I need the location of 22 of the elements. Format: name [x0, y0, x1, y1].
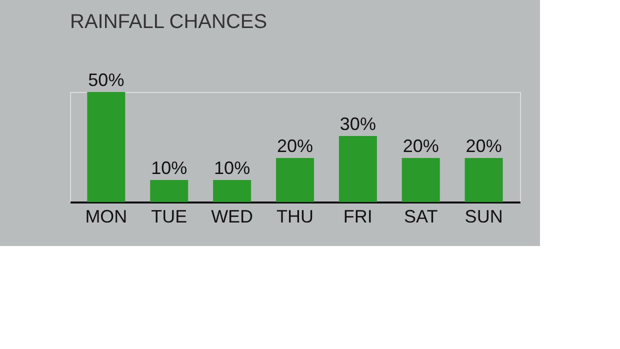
data-label: 50% — [88, 70, 124, 90]
data-label: 20% — [276, 136, 314, 156]
x-tick-label: TUE — [151, 206, 188, 226]
x-tick-label: SAT — [404, 206, 438, 226]
x-tick-label: SUN — [464, 206, 503, 226]
chart-title: RAINFALL CHANCES — [70, 11, 268, 33]
bar — [213, 180, 252, 202]
data-label: 30% — [340, 114, 376, 134]
x-tick-label: WED — [211, 206, 254, 226]
bar — [276, 158, 314, 202]
bar — [87, 92, 126, 202]
bar — [150, 180, 188, 202]
bar — [402, 158, 440, 202]
x-tick-label: THU — [276, 206, 314, 226]
x-tick-label: FRI — [343, 206, 372, 226]
data-label: 10% — [151, 158, 188, 178]
data-label: 20% — [466, 136, 502, 156]
bar — [338, 136, 377, 202]
data-label: 10% — [214, 158, 250, 178]
x-tick-label: MON — [85, 206, 128, 226]
data-label: 20% — [402, 136, 439, 156]
bar — [464, 158, 503, 202]
